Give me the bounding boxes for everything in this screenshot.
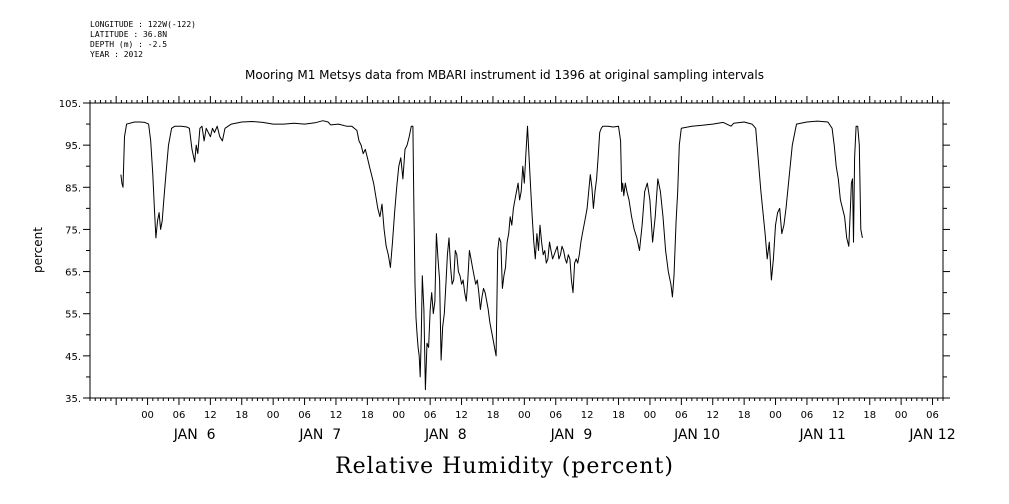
x-hour-tick-label: 12 xyxy=(455,410,468,421)
x-hour-tick-label: 06 xyxy=(549,410,562,421)
x-hour-tick-label: 12 xyxy=(581,410,594,421)
x-hour-tick-label: 00 xyxy=(141,410,154,421)
meta-longitude: LONGITUDE : 122W(-122) xyxy=(90,20,196,29)
y-tick-label: 65. xyxy=(65,268,81,279)
x-hour-tick-label: 06 xyxy=(173,410,186,421)
metadata-block: LONGITUDE : 122W(-122) LATITUDE : 36.8N … xyxy=(90,20,196,60)
meta-depth: DEPTH (m) : -2.5 xyxy=(90,40,168,49)
x-hour-tick-label: 12 xyxy=(204,410,217,421)
x-hour-tick-label: 00 xyxy=(392,410,405,421)
x-hour-tick-label: 06 xyxy=(298,410,311,421)
x-hour-tick-label: 00 xyxy=(267,410,280,421)
x-hour-tick-label: 12 xyxy=(330,410,343,421)
x-hour-tick-label: 00 xyxy=(769,410,782,421)
x-day-label: JAN 11 xyxy=(799,427,846,443)
x-hour-tick-label: 00 xyxy=(644,410,657,421)
x-hour-tick-label: 06 xyxy=(801,410,814,421)
y-tick-label: 95. xyxy=(65,141,81,152)
x-hour-tick-label: 18 xyxy=(235,410,248,421)
x-hour-tick-label: 18 xyxy=(487,410,500,421)
x-day-label: JAN 7 xyxy=(298,427,341,443)
y-tick-label: 35. xyxy=(65,394,81,405)
x-day-label: JAN 6 xyxy=(173,427,216,443)
x-hour-tick-label: 06 xyxy=(926,410,939,421)
x-hour-tick-label: 18 xyxy=(612,410,625,421)
y-axis-label: percent xyxy=(31,227,45,273)
y-tick-label: 105. xyxy=(59,99,81,110)
x-hour-tick-label: 06 xyxy=(424,410,437,421)
x-hour-tick-label: 12 xyxy=(832,410,845,421)
x-day-label: JAN 9 xyxy=(550,427,593,443)
y-tick-label: 55. xyxy=(65,310,81,321)
chart-title: Mooring M1 Metsys data from MBARI instru… xyxy=(245,68,764,82)
y-tick-label: 45. xyxy=(65,352,81,363)
x-hour-tick-label: 18 xyxy=(738,410,751,421)
x-day-label: JAN 10 xyxy=(673,427,720,443)
x-hour-tick-label: 00 xyxy=(518,410,531,421)
x-hour-tick-label: 12 xyxy=(706,410,719,421)
y-tick-label: 75. xyxy=(65,225,81,236)
x-day-label: JAN 12 xyxy=(908,427,955,443)
x-hour-tick-label: 18 xyxy=(361,410,374,421)
meta-year: YEAR : 2012 xyxy=(90,50,143,59)
y-tick-label: 85. xyxy=(65,183,81,194)
x-axis-label: Relative Humidity (percent) xyxy=(335,454,674,479)
x-hour-tick-label: 00 xyxy=(895,410,908,421)
series-line-relative-humidity xyxy=(120,120,863,391)
plot-frame xyxy=(89,102,944,399)
x-hour-tick-label: 18 xyxy=(863,410,876,421)
x-day-label: JAN 8 xyxy=(424,427,467,443)
meta-latitude: LATITUDE : 36.8N xyxy=(90,30,168,39)
x-hour-tick-label: 06 xyxy=(675,410,688,421)
